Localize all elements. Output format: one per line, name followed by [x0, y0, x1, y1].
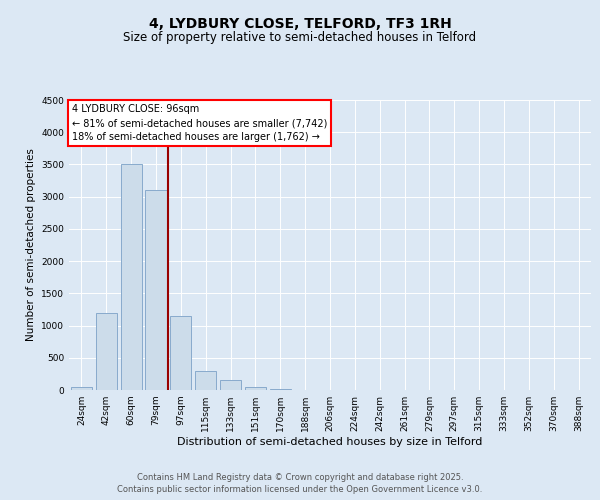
Y-axis label: Number of semi-detached properties: Number of semi-detached properties: [26, 148, 35, 342]
Bar: [96, 312, 117, 390]
Text: Size of property relative to semi-detached houses in Telford: Size of property relative to semi-detach…: [124, 31, 476, 44]
Bar: [145, 190, 167, 390]
Text: 4 LYDBURY CLOSE: 96sqm
← 81% of semi-detached houses are smaller (7,742)
18% of : 4 LYDBURY CLOSE: 96sqm ← 81% of semi-det…: [71, 104, 327, 142]
Bar: [270, 388, 291, 390]
X-axis label: Distribution of semi-detached houses by size in Telford: Distribution of semi-detached houses by …: [178, 437, 482, 447]
Text: Contains HM Land Registry data © Crown copyright and database right 2025.
Contai: Contains HM Land Registry data © Crown c…: [118, 472, 482, 494]
Bar: [71, 387, 92, 390]
Bar: [220, 380, 241, 390]
Bar: [245, 387, 266, 390]
Bar: [121, 164, 142, 390]
Text: 4, LYDBURY CLOSE, TELFORD, TF3 1RH: 4, LYDBURY CLOSE, TELFORD, TF3 1RH: [149, 18, 451, 32]
Bar: [170, 316, 191, 390]
Bar: [195, 370, 216, 390]
